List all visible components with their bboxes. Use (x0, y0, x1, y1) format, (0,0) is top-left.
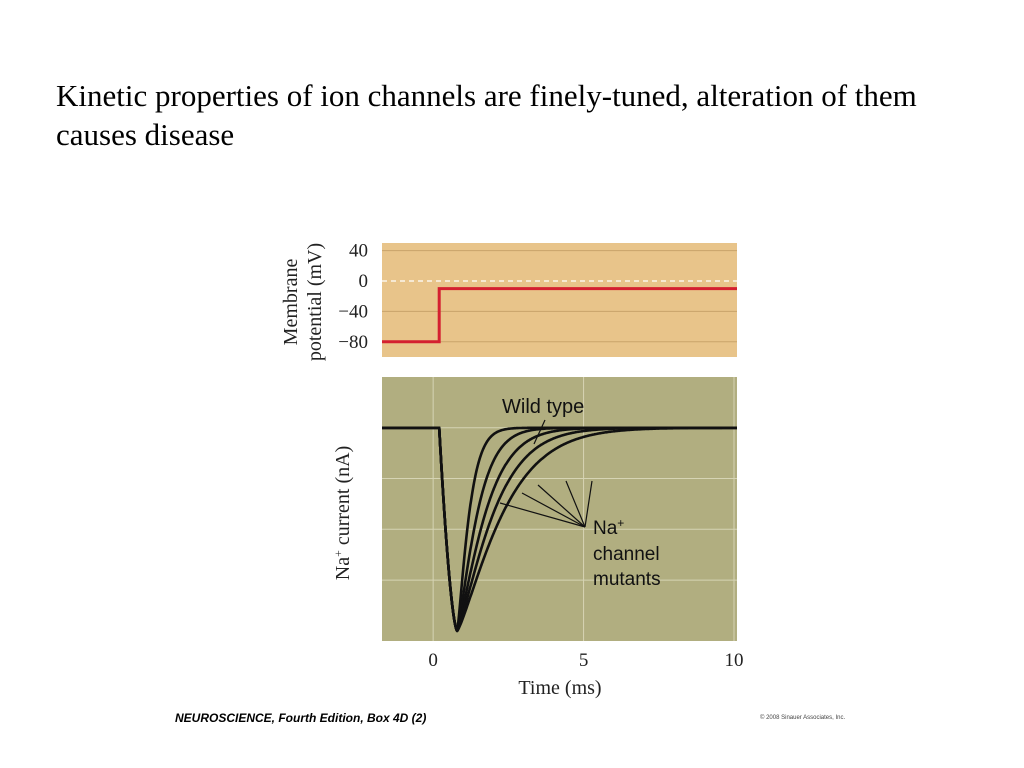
membrane-chart-grid (382, 250, 737, 343)
mutant-pointer-5 (584, 480, 593, 528)
membrane-chart-background (382, 243, 737, 357)
copyright-notice: © 2008 Sinauer Associates, Inc. (760, 715, 846, 721)
time-x-ticks: 0 5 10 (428, 650, 743, 671)
time-x-tick-label: 10 (724, 650, 743, 671)
membrane-y-tick-label: −80 (338, 332, 368, 353)
membrane-series (382, 287, 737, 344)
mutant-pointer-1 (499, 502, 586, 528)
mutants-annotation: Na+ channel mutants (499, 480, 661, 590)
mutant-pointer-3 (537, 484, 586, 528)
voltage-step-line (382, 287, 737, 344)
current-y-label: Na+ current (nA) (331, 446, 354, 581)
current-chart-background (382, 377, 737, 641)
wild-type-pointer (533, 419, 546, 445)
membrane-y-tick-label: −40 (338, 301, 368, 322)
time-x-label: Time (ms) (518, 677, 601, 699)
mutants-label-line3: mutants (593, 569, 661, 590)
sodium-current-chart: 0 5 10 Time (ms) Na+ current (nA) Wild typ… (331, 377, 743, 699)
current-series (381, 426, 738, 633)
time-x-tick-label: 0 (428, 650, 438, 671)
membrane-y-label-line2: potential (mV) (304, 243, 326, 361)
membrane-potential-chart: 40 0 −40 −80 Membrane potential (mV) (280, 241, 737, 361)
figure-credit: NEUROSCIENCE, Fourth Edition, Box 4D (2) (175, 711, 427, 725)
membrane-y-tick-label: 0 (359, 271, 369, 292)
membrane-y-ticks: 40 0 −40 −80 (338, 241, 368, 353)
mutants-pointers (499, 480, 593, 528)
mutant-pointer-4 (565, 480, 586, 528)
mutant-trace (381, 426, 738, 633)
slide-title: Kinetic properties of ion channels are f… (56, 78, 917, 152)
mutants-label-line2: channel (593, 544, 660, 565)
wild-type-annotation: Wild type (502, 396, 584, 445)
mutant-pointer-2 (521, 492, 586, 528)
wild-type-label: Wild type (502, 396, 584, 418)
mutants-label-line1: Na+ (593, 516, 624, 539)
membrane-y-tick-label: 40 (349, 241, 368, 262)
membrane-y-label-line1: Membrane (280, 259, 302, 346)
time-x-tick-label: 5 (579, 650, 589, 671)
